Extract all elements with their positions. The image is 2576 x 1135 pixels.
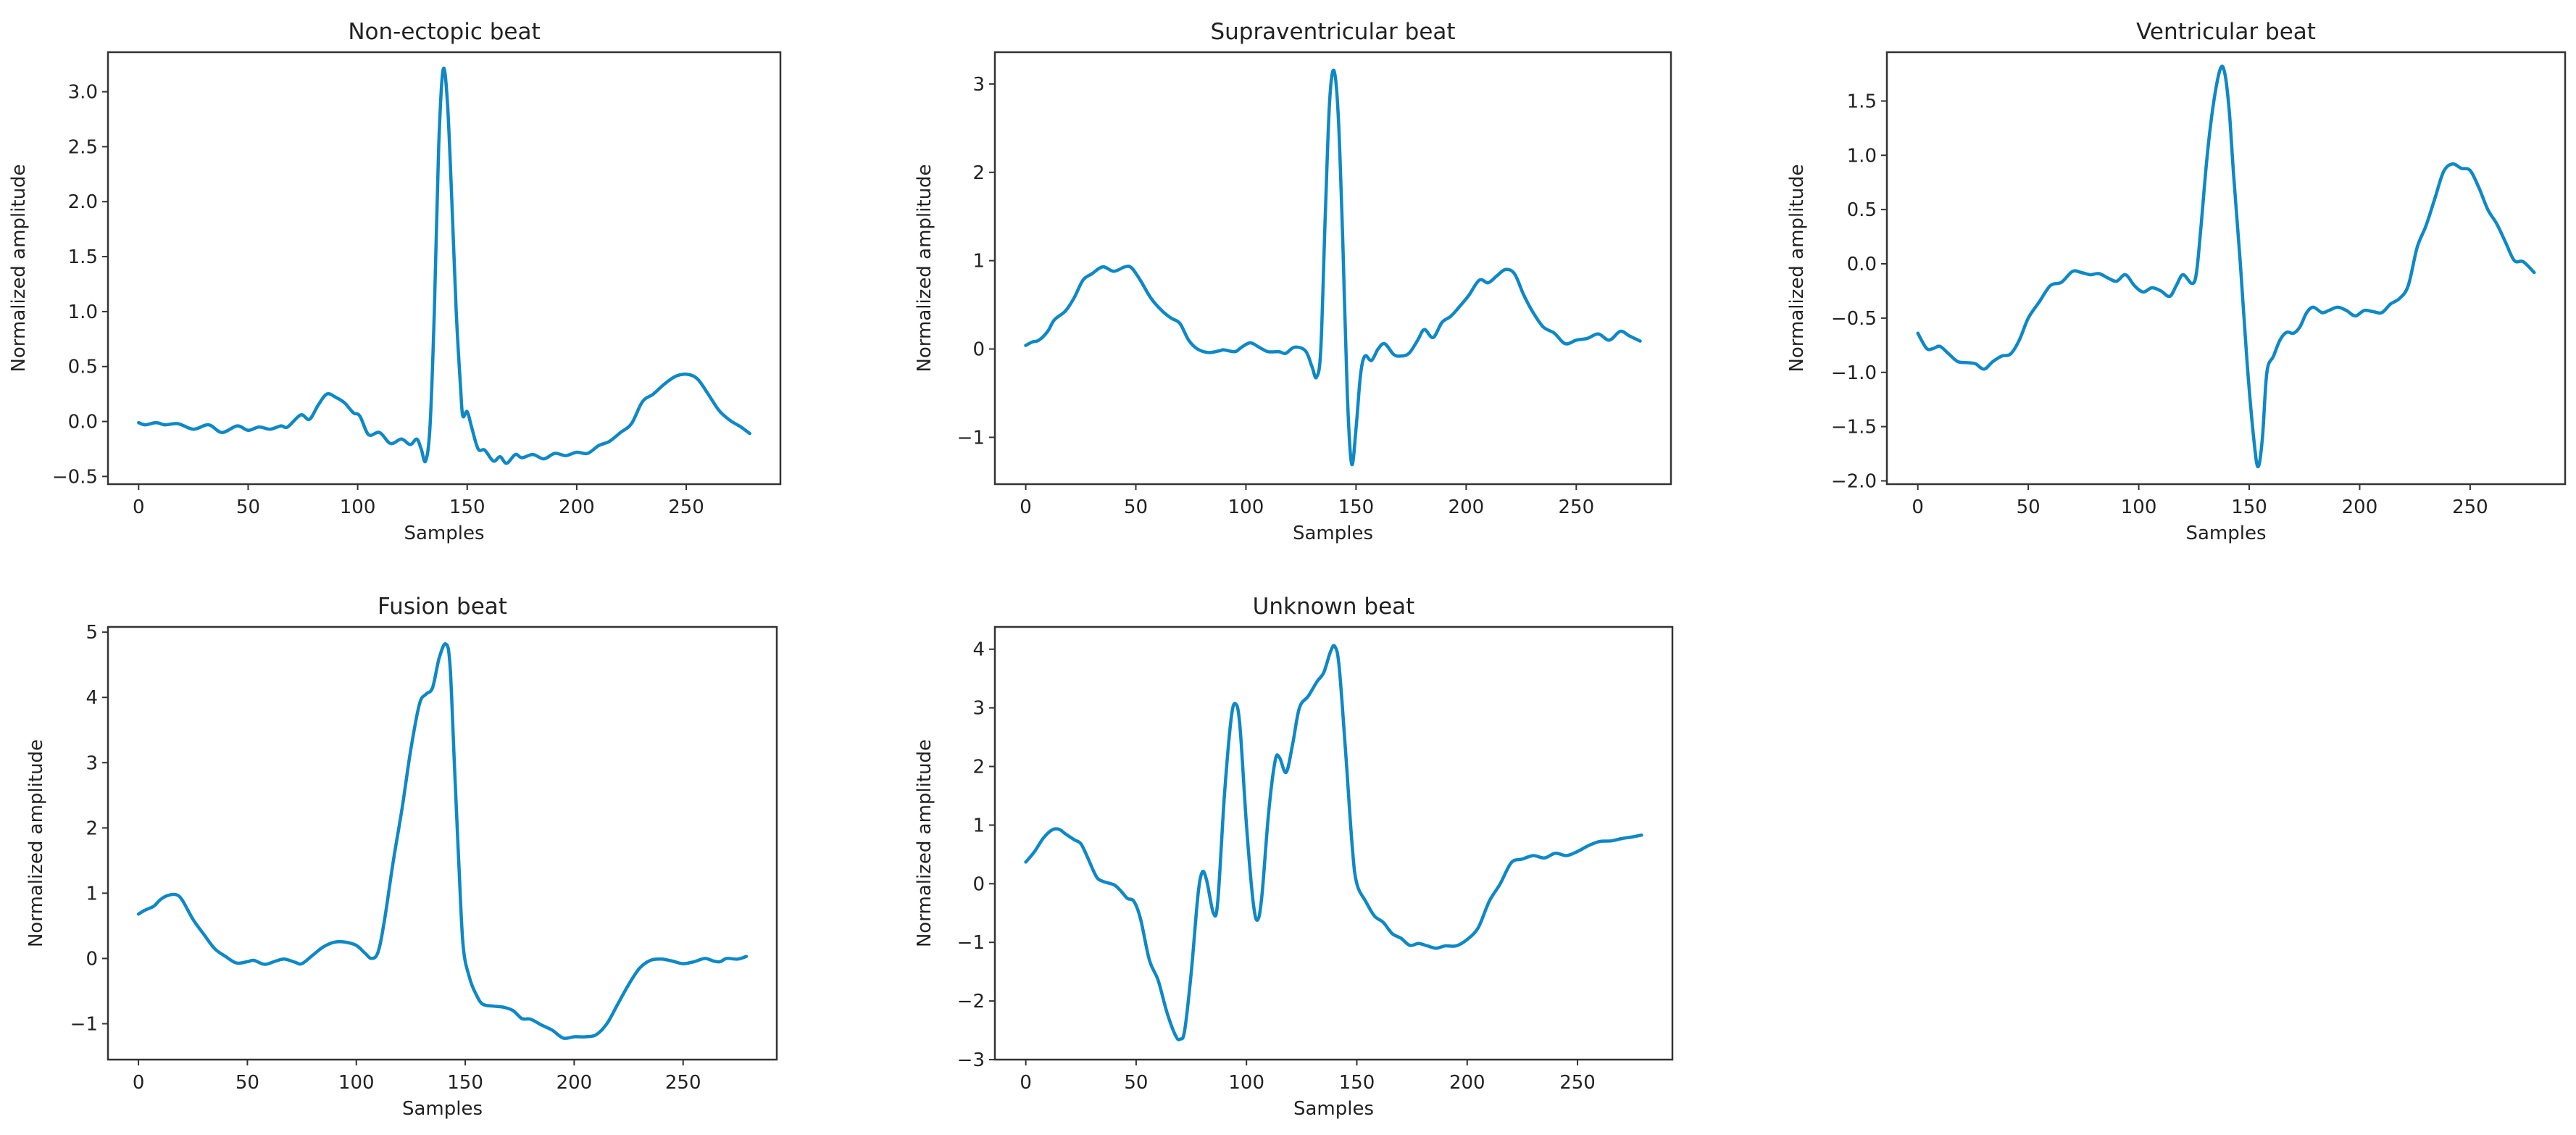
y-tick-label: −2 [957,991,985,1013]
y-tick-label: 0 [972,873,985,895]
y-tick-label: 1.0 [68,302,98,323]
x-tick-label: 200 [1449,496,1485,518]
x-tick-label: 50 [235,1072,259,1094]
y-tick-label: −2.0 [1831,471,1877,493]
subplot-title: Ventricular beat [2136,19,2316,45]
y-tick-label: 2 [86,818,98,839]
subplot-title: Supraventricular beat [1210,19,1455,45]
x-tick-label: 150 [447,1072,483,1094]
x-tick-label: 150 [2231,496,2267,518]
y-tick-label: −0.5 [52,466,98,488]
series-line [136,642,749,1040]
y-tick-label: 3.0 [68,82,98,104]
y-tick-label: 3 [972,698,985,720]
y-axis-label: Normalized amplitude [914,164,935,372]
x-tick-label: 50 [236,496,260,518]
x-tick-label: 150 [1338,496,1375,518]
y-tick-label: 2 [972,162,985,184]
x-tick-label: 250 [1558,496,1594,518]
x-tick-label: 50 [1124,1072,1148,1094]
subplot-title: Unknown beat [1253,594,1415,620]
y-axis-label: Normalized amplitude [25,739,47,947]
x-tick-label: 100 [338,1072,375,1094]
x-tick-label: 250 [668,496,704,518]
x-axis-label: Samples [1293,1098,1374,1120]
subplot-5: Unknown beat 0 50 100 150 200 250 −3 −2 −1 0 1 2 3 4 Sa… [914,594,1674,1120]
x-axis-label: Samples [404,523,484,544]
axes-frame [993,51,1672,486]
x-tick-label: 200 [557,1072,593,1094]
y-tick-label: 5 [86,622,98,644]
x-tick-label: 100 [340,496,376,518]
y-tick-label: −1.5 [1831,417,1877,438]
x-tick-label: 50 [1124,496,1148,518]
series-line [137,66,751,465]
x-tick-label: 0 [1912,496,1924,518]
x-tick-label: 250 [1559,1072,1596,1094]
series-line [1916,65,2536,469]
y-tick-label: 1.0 [1847,145,1877,167]
x-tick-label: 100 [1228,496,1264,518]
x-tick-label: 0 [133,1072,145,1094]
subplot-3: Ventricular beat 0 50 100 150 200 250 −2.0 −1.5 −… [1786,19,2567,544]
x-tick-label: 200 [2342,496,2378,518]
axes-frame [107,625,778,1061]
x-tick-label: 0 [1020,1072,1032,1094]
y-axis-label: Normalized amplitude [914,739,935,947]
x-tick-label: 100 [2121,496,2157,518]
x-tick-label: 0 [1020,496,1032,518]
y-tick-label: 0 [86,948,98,970]
y-tick-label: −1 [957,427,985,449]
y-tick-label: 4 [86,687,98,709]
y-tick-label: 1 [972,815,985,836]
axes-frame [107,51,782,486]
series-line [1024,644,1643,1042]
x-tick-label: 150 [1339,1072,1375,1094]
x-tick-label: 200 [1449,1072,1485,1094]
y-tick-label: −1 [70,1013,98,1035]
y-tick-label: 0 [972,339,985,361]
y-tick-label: 3 [86,752,98,774]
y-tick-label: 0.5 [68,357,98,378]
x-tick-label: 50 [2017,496,2041,518]
axes-frame [993,625,1674,1061]
y-tick-label: −3 [957,1049,985,1071]
y-tick-label: 4 [972,639,985,661]
x-tick-label: 200 [559,496,595,518]
x-axis-label: Samples [1293,523,1373,544]
y-tick-label: 0.0 [68,412,98,433]
axes-frame [1885,51,2567,486]
y-tick-label: −1 [957,932,985,954]
y-tick-label: 0.0 [1847,254,1877,275]
x-tick-label: 250 [2452,496,2488,518]
y-tick-label: 3 [972,74,985,96]
x-axis-label: Samples [2185,523,2266,544]
y-tick-label: −1.0 [1831,362,1877,384]
series-line [1024,68,1642,467]
y-tick-label: 2 [972,757,985,778]
subplot-2: Supraventricular beat 0 50 100 150 200 250 −1 0 1… [914,19,1672,544]
subplot-title: Non-ectopic beat [348,19,540,45]
y-axis-label: Normalized amplitude [8,164,30,372]
y-tick-label: 0.5 [1847,199,1877,221]
y-tick-label: −0.5 [1831,308,1877,330]
y-tick-label: 2.0 [68,191,98,213]
x-tick-label: 0 [133,496,145,518]
x-tick-label: 150 [449,496,485,518]
subplot-1: Non-ectopic beat 0 50 100 150 200 250 −0.5 0.0 0.… [8,19,782,544]
y-tick-label: 1.5 [68,246,98,268]
x-tick-label: 250 [665,1072,701,1094]
y-tick-label: 2.5 [68,136,98,158]
subplot-4: Fusion beat 0 50 100 150 200 250 −1 0 1 2 3 4 5 Sample… [25,594,778,1120]
x-tick-label: 100 [1228,1072,1264,1094]
y-tick-label: 1.5 [1847,91,1877,112]
subplot-title: Fusion beat [378,594,507,620]
y-tick-label: 1 [972,251,985,273]
x-axis-label: Samples [402,1098,483,1120]
y-tick-label: 1 [86,883,98,905]
y-axis-label: Normalized amplitude [1786,164,1808,372]
